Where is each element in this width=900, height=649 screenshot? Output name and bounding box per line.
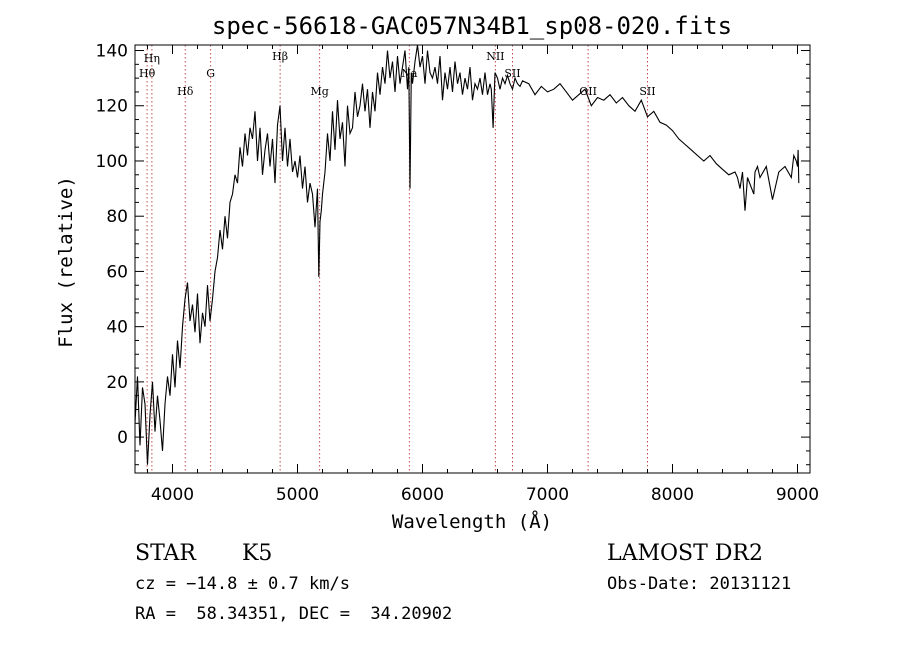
spectral-line-label: Na xyxy=(401,67,418,80)
spectral-line-label: Hδ xyxy=(177,85,194,98)
spectral-line-markers xyxy=(146,45,648,473)
spectral-line-label: Hβ xyxy=(272,50,288,63)
spectrum-line xyxy=(134,44,800,465)
spectral-line-label: SII xyxy=(639,85,655,98)
y-tick-label: 40 xyxy=(106,318,128,338)
y-axis-ticks xyxy=(135,50,810,466)
y-tick-label: 0 xyxy=(117,428,128,448)
y-tick-label: 20 xyxy=(106,373,128,393)
y-tick-label: 120 xyxy=(96,97,128,117)
obs-date-text: Obs-Date: 20131121 xyxy=(607,574,791,594)
coords-text: RA = 58.34351, DEC = 34.20902 xyxy=(135,604,452,624)
x-tick-label: 9000 xyxy=(776,485,819,505)
spectral-line-label: G xyxy=(206,67,215,80)
y-tick-label: 140 xyxy=(96,42,128,62)
y-tick-label: 100 xyxy=(96,152,128,172)
x-axis-label: Wavelength (Å) xyxy=(392,510,552,533)
y-tick-label: 60 xyxy=(106,262,128,282)
spectral-line-label: OII xyxy=(579,85,597,98)
spectral-line-label: Hθ xyxy=(139,67,156,80)
x-axis-tick-labels: 4000 5000 6000 7000 8000 9000 xyxy=(151,485,819,505)
spectral-line-label: NII xyxy=(486,50,504,63)
subclass-label: K5 xyxy=(242,541,272,566)
x-tick-label: 7000 xyxy=(526,485,569,505)
survey-label: LAMOST DR2 xyxy=(607,541,763,566)
spectral-line-label: Hη xyxy=(144,52,160,65)
y-axis-label: Flux (relative) xyxy=(55,176,77,348)
chart-title: spec-56618-GAC057N34B1_sp08-020.fits xyxy=(212,12,732,40)
x-tick-label: 6000 xyxy=(401,485,444,505)
x-axis-ticks xyxy=(147,45,798,473)
x-tick-label: 4000 xyxy=(151,485,194,505)
plot-frame xyxy=(134,44,811,474)
class-label: STAR xyxy=(135,541,197,566)
x-tick-label: 5000 xyxy=(276,485,319,505)
x-tick-label: 8000 xyxy=(651,485,694,505)
redshift-text: cz = −14.8 ± 0.7 km/s xyxy=(135,574,350,594)
y-tick-label: 80 xyxy=(106,207,128,227)
y-axis-tick-labels: 0 20 40 60 80 100 120 140 xyxy=(96,42,128,449)
spectral-line-label: Mg xyxy=(310,85,328,98)
